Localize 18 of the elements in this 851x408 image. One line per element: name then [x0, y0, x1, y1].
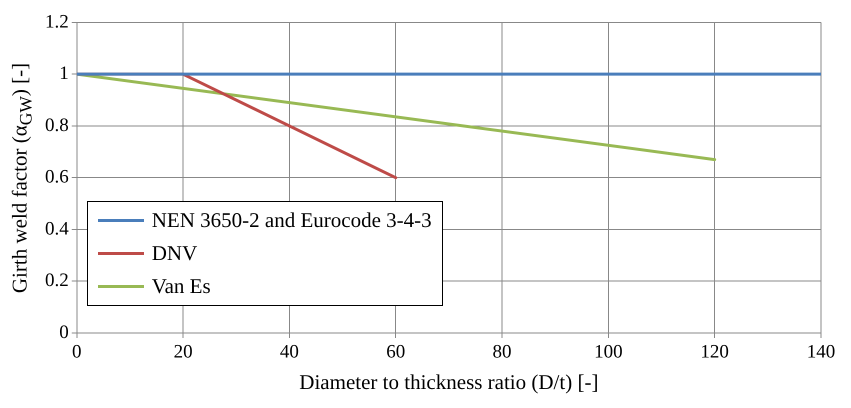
y-tick-label: 1 — [59, 63, 69, 84]
x-tick-label: 20 — [174, 341, 193, 362]
y-tick-label: 0.8 — [45, 114, 69, 136]
y-tick-label: 0.4 — [45, 218, 70, 240]
y-tick-label: 1.2 — [45, 11, 69, 32]
x-tick-label: 100 — [594, 341, 623, 362]
x-tick-label: 80 — [492, 341, 512, 362]
y-tick-label: 0.2 — [45, 270, 69, 292]
y-tick-label: 0.6 — [45, 166, 69, 188]
legend-label: Van Es — [152, 274, 211, 299]
x-tick-label: 60 — [386, 341, 406, 362]
legend-label: DNV — [152, 241, 198, 266]
x-tick-label: 140 — [806, 341, 836, 362]
x-axis-title: Diameter to thickness ratio (D/t) [-] — [299, 370, 598, 394]
legend-label: NEN 3650-2 and Eurocode 3-4-3 — [152, 208, 432, 233]
x-tick-label: 40 — [280, 341, 299, 362]
x-tick-label: 120 — [700, 341, 729, 362]
y-tick-label: 0 — [59, 322, 69, 343]
